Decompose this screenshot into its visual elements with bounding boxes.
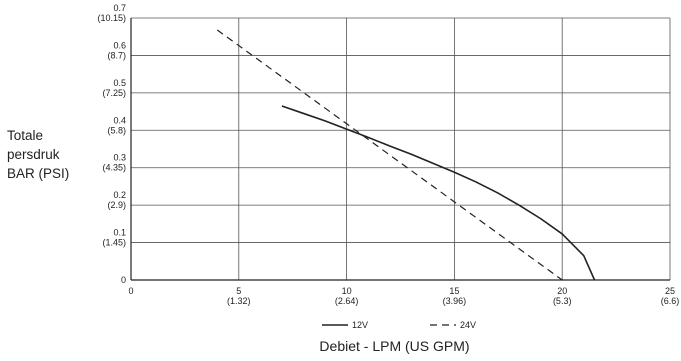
legend-label-24v: 24V — [460, 320, 476, 330]
x-tick-label-gpm: (2.64) — [335, 296, 359, 306]
y-tick-label: 0.6 — [113, 40, 126, 50]
x-tick-label: 0 — [128, 286, 133, 296]
x-tick-label: 25 — [665, 286, 675, 296]
y-tick-label-psi: (7.25) — [102, 88, 126, 98]
axes — [130, 18, 670, 281]
x-tick-label-gpm: (3.96) — [443, 296, 467, 306]
x-tick-label: 15 — [449, 286, 459, 296]
grid — [131, 17, 671, 280]
y-tick-labels: 0 0.1(1.45) 0.2(2.9) 0.3(4.35) 0.4(5.8) 0.5(7… — [97, 3, 126, 285]
y-axis-title-line: BAR (PSI) — [7, 166, 70, 181]
y-tick-label: 0.7 — [113, 3, 126, 13]
x-tick-label-gpm: (6.6) — [661, 296, 680, 306]
y-tick-label-psi: (10.15) — [97, 13, 126, 23]
x-tick-label: 5 — [236, 286, 241, 296]
series-line-12v — [281, 105, 596, 281]
legend: 12V 24V — [322, 320, 476, 330]
y-tick-label-psi: (1.45) — [102, 238, 126, 248]
y-tick-label: 0 — [121, 275, 126, 285]
y-tick-label-psi: (4.35) — [102, 163, 126, 173]
x-tick-label-gpm: (5.3) — [553, 296, 572, 306]
series-lines — [216, 29, 596, 281]
x-tick-label-gpm: (1.32) — [227, 296, 251, 306]
y-tick-label-psi: (8.7) — [107, 50, 126, 60]
x-tick-labels: 0 5(1.32) 10(2.64) 15(3.96) 20(5.3) 25(6.6) — [128, 286, 679, 306]
legend-label-12v: 12V — [352, 320, 368, 330]
y-tick-label: 0.1 — [113, 228, 126, 238]
y-tick-label-psi: (2.9) — [107, 200, 126, 210]
x-tick-label: 10 — [342, 286, 352, 296]
y-axis-title: Totale persdruk BAR (PSI) — [7, 126, 77, 183]
y-tick-label: 0.2 — [113, 190, 126, 200]
x-axis-title: Debiet - LPM (US GPM) — [319, 338, 470, 354]
y-tick-label: 0.3 — [113, 153, 126, 163]
y-axis-title-line: Totale — [7, 128, 44, 143]
y-tick-label: 0.4 — [113, 115, 126, 125]
y-axis-title-line: persdruk — [7, 147, 60, 162]
x-tick-label: 20 — [557, 286, 567, 296]
y-tick-label: 0.5 — [113, 78, 126, 88]
y-tick-label-psi: (5.8) — [107, 125, 126, 135]
